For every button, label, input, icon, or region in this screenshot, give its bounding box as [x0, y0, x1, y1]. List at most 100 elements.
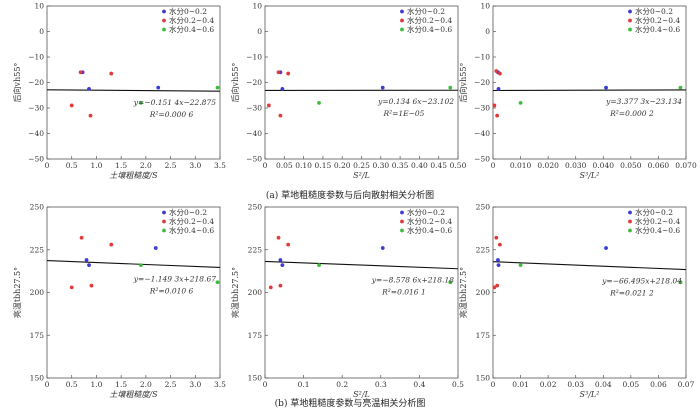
- data-point: [495, 283, 500, 288]
- legend-marker: [162, 27, 166, 32]
- y-axis-label: 后向vh55°: [458, 63, 468, 103]
- x-tick-label: 0.05: [623, 380, 640, 389]
- x-axis-label: S³/L²: [580, 171, 600, 180]
- y-tick-label: −30: [246, 104, 262, 113]
- y-tick-label: −10: [246, 53, 262, 62]
- data-point: [604, 85, 608, 90]
- x-tick-label: 0.45: [430, 161, 447, 170]
- x-tick-label: 0: [491, 380, 496, 389]
- y-tick-label: 200: [248, 288, 263, 297]
- x-tick-label: 0.30: [372, 161, 389, 170]
- y-tick-label: 250: [30, 203, 45, 212]
- y-tick-label: −30: [28, 104, 44, 113]
- data-point: [448, 280, 453, 285]
- scatter-chart-3: 0 0.010 0.020 0.030 0.040 0.050 0.060 0.070 −50 −…: [458, 2, 697, 180]
- data-point: [87, 263, 91, 268]
- x-tick-label: 1.0: [90, 161, 102, 170]
- x-tick-label: 0.050: [620, 161, 642, 170]
- legend-label: 水分0.2~0.4: [635, 15, 680, 25]
- y-tick-label: −40: [246, 129, 262, 138]
- caption-bottom: (b) 草地粗糙度参数与亮温相关分析图: [274, 399, 426, 409]
- data-point: [492, 285, 497, 290]
- x-tick-label: 3.0: [189, 380, 201, 389]
- legend-label: 水分0.2~0.4: [635, 216, 680, 226]
- y-tick-label: 200: [476, 288, 491, 297]
- data-point: [87, 86, 91, 91]
- legend-label: 水分0.4~0.6: [635, 24, 680, 34]
- x-tick-label: 0.07: [678, 380, 695, 389]
- data-point: [78, 70, 83, 75]
- legend-label: 水分0.2~0.4: [169, 216, 214, 226]
- fit-r-squared: R²=0.016 1: [381, 288, 426, 297]
- data-point: [84, 258, 89, 262]
- data-point: [69, 103, 74, 108]
- legend-label: 水分0~0.2: [169, 6, 207, 16]
- y-axis-label: 亮温tbh27.5°: [458, 267, 468, 318]
- x-tick-label: 0.02: [540, 380, 557, 389]
- y-tick-label: −50: [474, 155, 490, 164]
- data-point: [518, 263, 523, 268]
- data-point: [215, 280, 220, 285]
- legend-label: 水分0.4~0.6: [407, 225, 452, 235]
- x-tick-label: 0.030: [565, 161, 587, 170]
- legend-marker: [162, 9, 166, 14]
- data-point: [139, 263, 143, 268]
- x-tick-label: 0.040: [593, 161, 615, 170]
- data-point: [278, 283, 283, 288]
- legend-marker: [628, 210, 632, 215]
- scatter-chart-5: 0 0.1 0.2 0.3 0.4 0.5 150 175 200 225 250 S²/L 亮温tbh…: [230, 203, 464, 399]
- data-point: [79, 235, 84, 240]
- y-tick-label: −20: [28, 78, 44, 87]
- legend-label: 水分0.4~0.6: [635, 225, 680, 235]
- data-point: [286, 242, 291, 247]
- y-tick-label: 175: [30, 331, 45, 340]
- y-tick-label: −50: [28, 155, 44, 164]
- fit-equation: y=−8.578 6x+218.18: [371, 276, 454, 285]
- data-point: [139, 101, 143, 105]
- x-tick-label: 0.010: [510, 161, 532, 170]
- legend-marker: [628, 9, 632, 14]
- data-point: [496, 263, 501, 268]
- x-tick-label: 0.4: [413, 380, 425, 389]
- x-tick-label: 0.06: [650, 380, 667, 389]
- x-tick-label: 0: [45, 380, 50, 389]
- data-point: [497, 71, 502, 76]
- legend-marker: [162, 18, 166, 23]
- fit-r-squared: R²=0.010 6: [149, 286, 194, 295]
- data-point: [278, 113, 283, 118]
- y-tick-label: −40: [28, 129, 44, 138]
- legend-marker: [628, 27, 632, 32]
- legend-label: 水分0~0.2: [407, 207, 445, 217]
- x-axis-label: S²/L: [353, 390, 370, 399]
- x-tick-label: 0.5: [66, 161, 78, 170]
- y-tick-label: 10: [252, 2, 262, 11]
- data-point: [278, 258, 283, 262]
- x-tick-label: 0.05: [276, 161, 293, 170]
- y-tick-label: 150: [30, 374, 45, 383]
- scatter-chart-1: 0 0.5 1.0 1.5 2.0 2.5 3.0 3.5 −50 −40 −30 −20 −10 0 10…: [12, 2, 226, 180]
- x-tick-label: 3.5: [214, 161, 226, 170]
- fit-r-squared: R²=1E−05: [382, 109, 424, 118]
- x-tick-label: 0.1: [298, 380, 310, 389]
- y-axis-label: 后向vh55°: [12, 63, 22, 103]
- data-point: [448, 85, 453, 90]
- x-tick-label: 0.3: [375, 380, 387, 389]
- x-axis-label: 土壤粗糙度/S: [109, 390, 158, 399]
- y-tick-label: −10: [28, 53, 44, 62]
- legend-marker: [400, 210, 404, 215]
- y-tick-label: 175: [248, 331, 263, 340]
- data-point: [317, 101, 321, 105]
- x-axis-label: 土壤粗糙度/S: [109, 171, 158, 180]
- legend-label: 水分0.2~0.4: [407, 216, 452, 226]
- x-tick-label: 0.15: [315, 161, 332, 170]
- data-point: [276, 235, 281, 240]
- x-tick-label: 0.40: [411, 161, 428, 170]
- data-point: [604, 246, 608, 250]
- x-tick-label: 1.5: [115, 161, 127, 170]
- legend-marker: [628, 219, 632, 224]
- x-tick-label: 0.5: [452, 380, 464, 389]
- y-axis-label: 亮温tbh27.5°: [12, 267, 22, 318]
- data-point: [153, 246, 158, 250]
- data-point: [286, 71, 291, 76]
